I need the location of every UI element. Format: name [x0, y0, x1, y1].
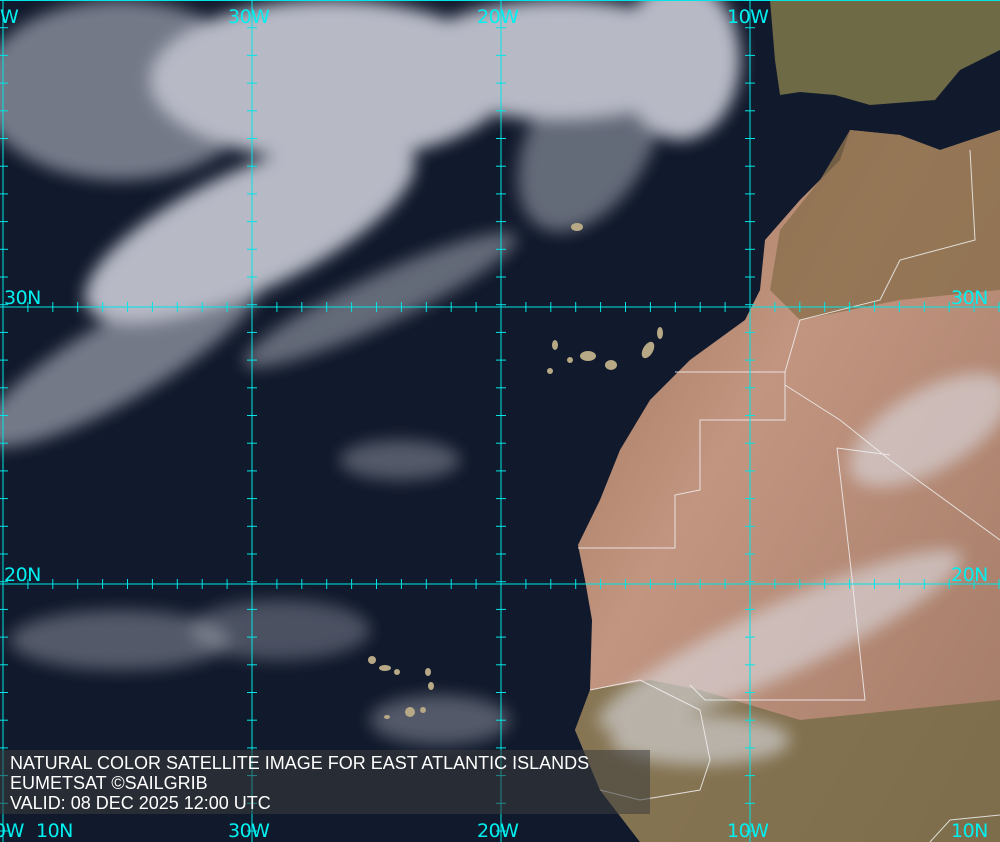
bottom-lon-label: 0W [0, 820, 24, 842]
right-lat-label: 20N [951, 564, 988, 586]
left-lat-label: 30N [4, 287, 41, 309]
top-lon-label: 30W [228, 6, 270, 28]
left-lat-label: 20N [4, 564, 41, 586]
bottom-lon-label: 20W [477, 820, 519, 842]
right-lat-label: 30N [951, 287, 988, 309]
caption-box: NATURAL COLOR SATELLITE IMAGE FOR EAST A… [0, 750, 650, 814]
bottom-lon-label: 10W [727, 820, 769, 842]
cloud-cover [0, 0, 740, 745]
islands [368, 223, 663, 719]
right-lat-label: 10N [951, 820, 988, 842]
top-lon-label: 20W [477, 6, 519, 28]
bottom-lon-label: 30W [228, 820, 270, 842]
desert-haze [598, 373, 1000, 765]
country-borders [578, 149, 1000, 842]
top-lon-label: W [0, 6, 19, 28]
land-morocco [770, 130, 1000, 320]
caption-valid-time: VALID: 08 DEC 2025 12:00 UTC [10, 793, 271, 813]
caption-source: EUMETSAT ©SAILGRIB [10, 773, 208, 793]
top-lon-label: 10W [727, 6, 769, 28]
left-lat-label: 10N [36, 820, 73, 842]
caption-title: NATURAL COLOR SATELLITE IMAGE FOR EAST A… [10, 753, 590, 773]
land-iberia [770, 0, 1000, 105]
